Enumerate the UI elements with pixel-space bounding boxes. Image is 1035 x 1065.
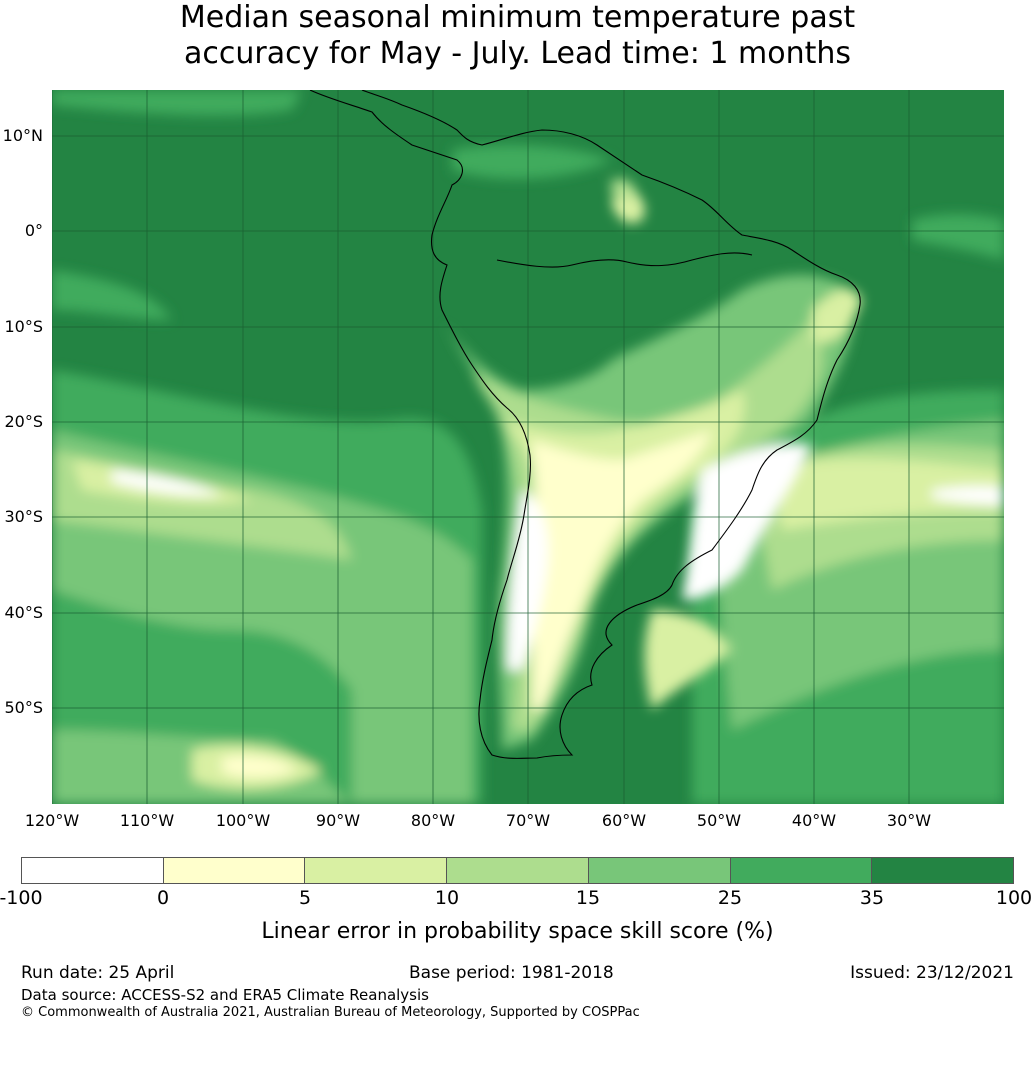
lon-label-120w: 120°W (24, 811, 80, 830)
colorbar-tick: -100 (0, 887, 43, 909)
map-title: Median seasonal minimum temperature past… (0, 0, 1035, 72)
lat-label-10s: 10°S (4, 317, 43, 336)
colorbar-segment-6 (730, 858, 873, 883)
colorbar (21, 857, 1014, 884)
colorbar-tick: 15 (575, 887, 601, 909)
title-line-1: Median seasonal minimum temperature past (179, 0, 856, 35)
colorbar-segment-3 (305, 858, 448, 883)
colorbar-tick: 25 (717, 887, 743, 909)
lat-label-40s: 40°S (4, 603, 43, 622)
colorbar-tick: 10 (434, 887, 460, 909)
copyright: © Commonwealth of Australia 2021, Austra… (21, 1005, 640, 1020)
colorbar-tick: 5 (298, 887, 312, 909)
lat-label-0: 0° (24, 221, 43, 240)
lon-label-80w: 80°W (410, 811, 456, 830)
lon-label-30w: 30°W (886, 811, 932, 830)
colorbar-tick: 100 (995, 887, 1033, 909)
issued-date: Issued: 23/12/2021 (850, 963, 1014, 983)
colorbar-label: Linear error in probability space skill … (261, 919, 774, 944)
lon-label-50w: 50°W (696, 811, 742, 830)
map-canvas (52, 90, 1004, 804)
lon-label-60w: 60°W (601, 811, 647, 830)
colorbar-tick: 0 (156, 887, 170, 909)
colorbar-segment-4 (447, 858, 589, 883)
lon-label-110w: 110°W (119, 811, 175, 830)
graticule (52, 90, 1004, 804)
lon-label-40w: 40°W (791, 811, 837, 830)
lat-label-20s: 20°S (4, 412, 43, 431)
colorbar-tick: 35 (859, 887, 885, 909)
lat-label-30s: 30°S (4, 507, 43, 526)
land-skill (442, 193, 862, 750)
colorbar-segment-7 (872, 858, 1014, 883)
lon-label-70w: 70°W (505, 811, 551, 830)
skill-score-map (52, 90, 1004, 804)
lon-label-100w: 100°W (215, 811, 271, 830)
colorbar-segment-2 (163, 858, 306, 883)
skill-field (52, 90, 1004, 804)
coastline (309, 90, 861, 759)
lat-label-50s: 50°S (4, 698, 43, 717)
base-period: Base period: 1981-2018 (409, 963, 614, 983)
colorbar-segment-1 (22, 858, 164, 883)
data-source: Data source: ACCESS-S2 and ERA5 Climate … (21, 986, 429, 1004)
lat-label-10n: 10°N (2, 126, 43, 145)
title-line-2: accuracy for May - July. Lead time: 1 mo… (184, 36, 851, 71)
colorbar-segment-5 (588, 858, 731, 883)
lon-label-90w: 90°W (315, 811, 361, 830)
run-date: Run date: 25 April (21, 963, 175, 983)
